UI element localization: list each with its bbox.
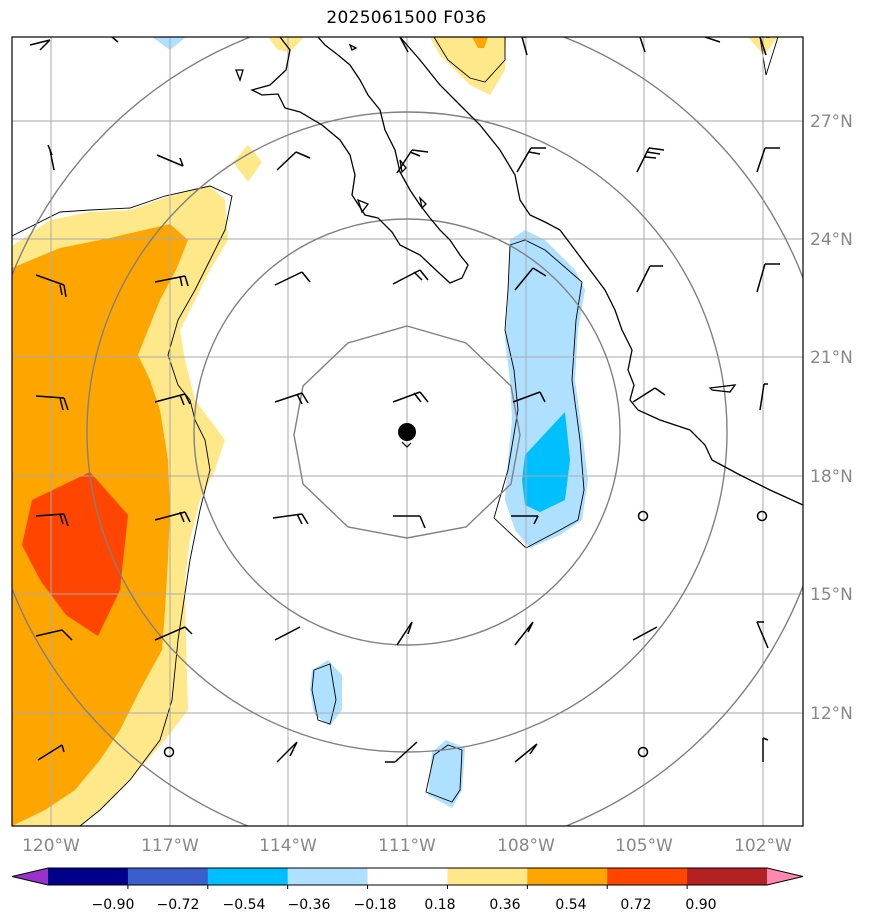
lat-label: 18°N: [810, 467, 853, 487]
colorbar-tick-label: 0.36: [489, 897, 520, 913]
colorbar-segment: [48, 868, 129, 885]
positive-anomaly-orange: [472, 37, 488, 48]
calm-wind-marker: [756, 510, 768, 522]
lat-label: 24°N: [810, 230, 853, 250]
calm-wind-markers: [163, 510, 768, 758]
colorbar-tick-label: 0.18: [424, 897, 455, 913]
negative-anomaly-light: [428, 740, 465, 808]
colorbar-segment: [607, 868, 688, 885]
colorbar-tick-label: −0.36: [288, 897, 331, 913]
lat-label: 15°N: [810, 585, 853, 605]
range-ring: [193, 218, 621, 646]
shaded-field: [12, 37, 778, 826]
colorbar-tick-label: −0.72: [157, 897, 200, 913]
positive-anomaly-light: [233, 145, 262, 182]
lon-label: 111°W: [378, 836, 436, 856]
positive-anomaly-strong: [22, 472, 128, 636]
contour-lines: [12, 37, 779, 826]
colorbar-tick-label: −0.18: [354, 897, 397, 913]
lat-label: 12°N: [810, 704, 853, 724]
calm-wind-marker: [163, 746, 175, 758]
colorbar-segment: [127, 868, 209, 885]
colorbar-tick-label: 0.54: [555, 897, 586, 913]
colorbar-outline: [11, 867, 804, 886]
lat-label: 27°N: [810, 112, 853, 132]
storm-center-tail: [401, 441, 412, 448]
latitude-labels: 27°N 24°N 21°N 18°N 15°N 12°N: [810, 112, 853, 724]
gridlines: [12, 37, 803, 826]
colorbar-segment: [287, 868, 369, 885]
colorbar-extension-high: [767, 868, 803, 885]
lon-label: 114°W: [259, 836, 317, 856]
lon-label: 117°W: [141, 836, 199, 856]
lon-label: 105°W: [615, 836, 673, 856]
lat-label: 21°N: [810, 348, 853, 368]
map-area: [12, 37, 803, 826]
longitude-labels: 120°W 117°W 114°W 111°W 108°W 105°W 102°…: [22, 836, 792, 856]
range-ring-inner: [293, 325, 521, 539]
wind-barbs: [29, 37, 780, 763]
map-title: 2025061500 F036: [326, 8, 487, 28]
coastline: [235, 37, 803, 506]
colorbar: [11, 867, 804, 889]
calm-wind-marker: [637, 510, 649, 522]
positive-anomaly-light: [430, 37, 506, 95]
lon-label: 108°W: [497, 836, 555, 856]
colorbar-segment: [367, 868, 448, 885]
colorbar-tick-label: −0.54: [223, 897, 266, 913]
colorbar-segment: [527, 868, 608, 885]
calm-wind-marker: [637, 746, 649, 758]
colorbar-tick-label: −0.90: [92, 897, 135, 913]
map-frame: [11, 36, 804, 827]
colorbar-tick-label: 0.72: [620, 897, 651, 913]
colorbar-extension-low: [12, 868, 48, 885]
storm-center-marker: [398, 423, 416, 441]
lon-label: 102°W: [734, 836, 792, 856]
lon-label: 120°W: [22, 836, 80, 856]
colorbar-segment: [447, 868, 528, 885]
colorbar-ticks: −0.90 −0.72 −0.54 −0.36 −0.18 0.18 0.36 …: [92, 897, 717, 913]
colorbar-segment: [207, 868, 289, 885]
colorbar-tick-label: 0.90: [685, 897, 716, 913]
colorbar-segment: [687, 868, 768, 885]
negative-anomaly-strong: [522, 412, 570, 512]
negative-anomaly-light: [152, 37, 186, 50]
